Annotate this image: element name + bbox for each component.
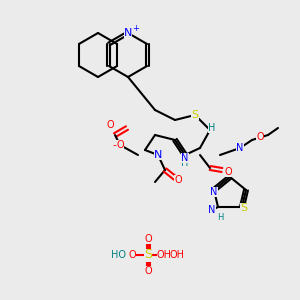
Text: S: S <box>191 110 199 120</box>
Text: O: O <box>174 175 182 185</box>
Text: +: + <box>132 24 139 33</box>
Text: H: H <box>181 158 189 168</box>
Text: N: N <box>208 205 216 215</box>
Text: H: H <box>217 212 223 221</box>
Text: N: N <box>154 150 162 160</box>
Text: O: O <box>128 250 136 260</box>
Text: HO: HO <box>111 250 126 260</box>
Text: H: H <box>208 123 216 133</box>
Text: N: N <box>124 28 132 38</box>
Text: N: N <box>210 187 218 197</box>
Text: OH: OH <box>157 250 172 260</box>
Text: O: O <box>106 120 114 130</box>
Text: O: O <box>256 132 264 142</box>
Text: O: O <box>116 140 124 150</box>
Text: OH: OH <box>170 250 185 260</box>
Text: O: O <box>144 266 152 276</box>
Text: O: O <box>224 167 232 177</box>
Text: N: N <box>181 153 189 163</box>
Text: S: S <box>144 248 152 262</box>
Text: O: O <box>144 234 152 244</box>
Text: N: N <box>236 143 244 153</box>
Text: S: S <box>240 203 247 213</box>
Text: -: - <box>112 140 116 150</box>
